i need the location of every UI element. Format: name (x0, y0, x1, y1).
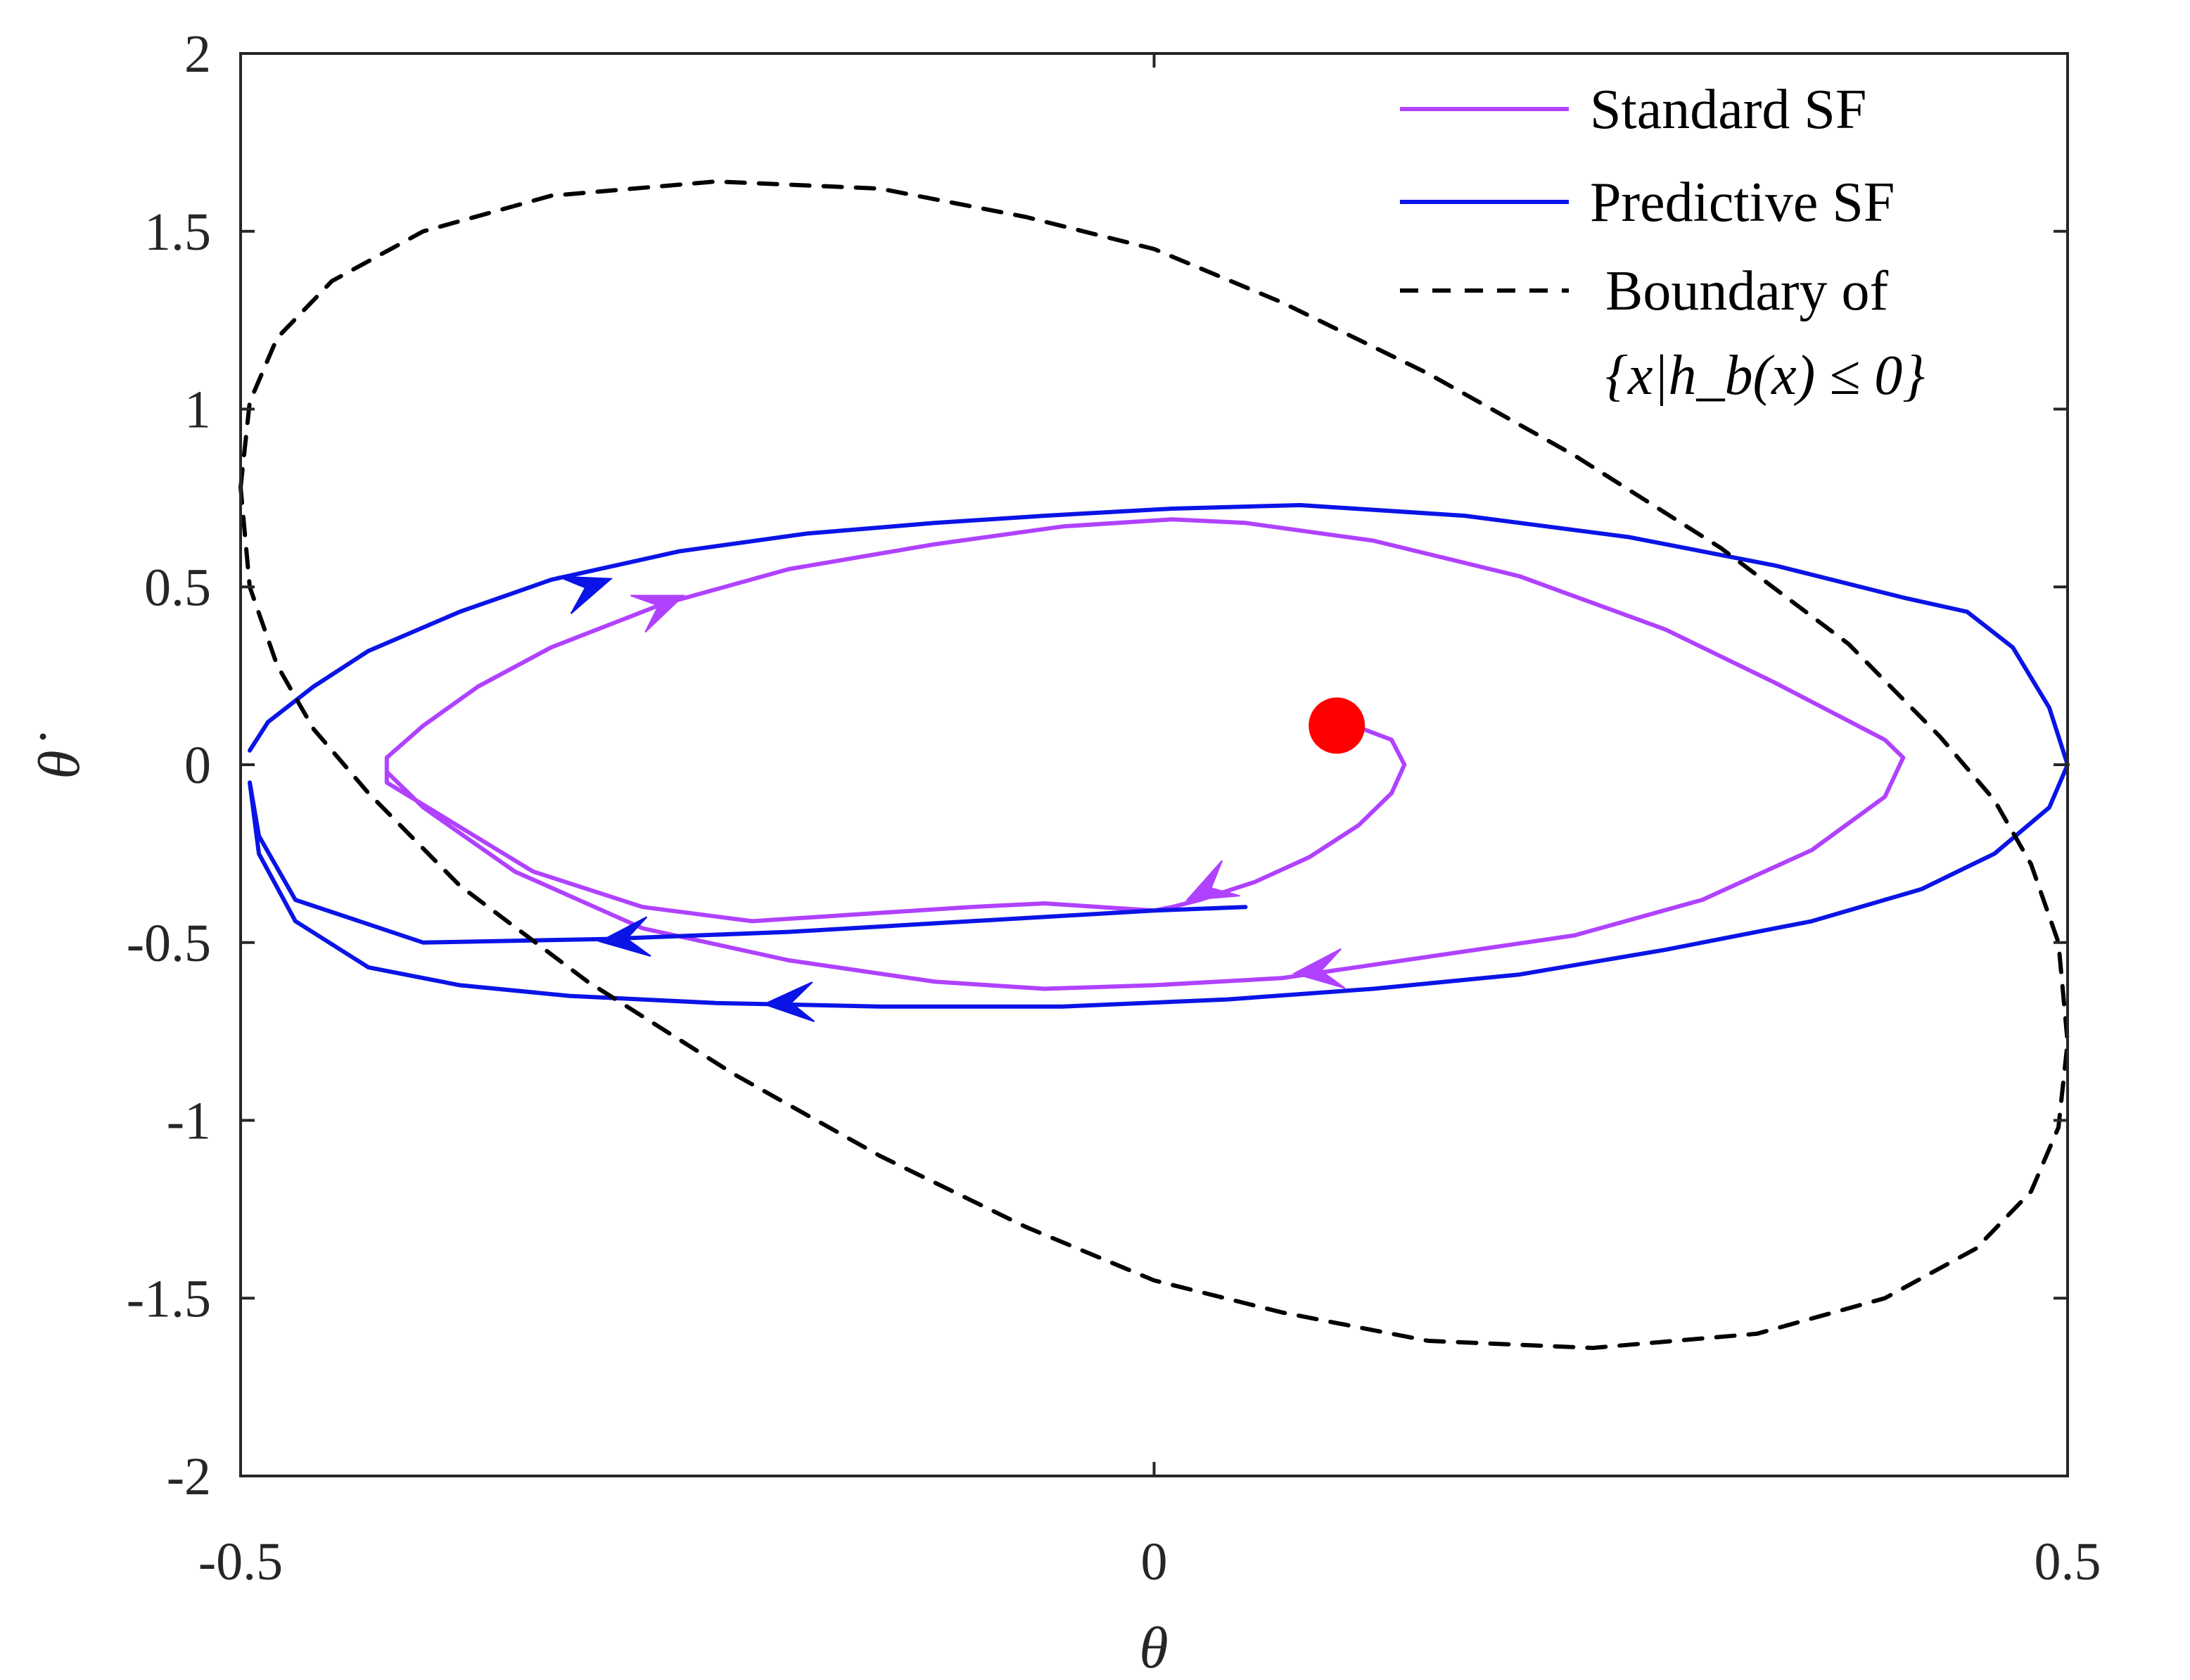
direction-arrow-predictive-sf (762, 981, 815, 1022)
x-tick-label: 0 (1141, 1532, 1168, 1591)
direction-arrow-standard-sf (1292, 948, 1346, 989)
y-tick-label: 1 (184, 381, 211, 440)
y-tick-label: -1 (167, 1092, 211, 1151)
direction-arrow-standard-sf (1185, 860, 1240, 901)
marker-layer (557, 575, 1365, 1022)
y-tick-label: -0.5 (127, 914, 211, 973)
legend-label-boundary-set: {x|h_b(x) ≤ 0} (1605, 345, 1925, 407)
legend: Standard SF Predictive SF Boundary of {x… (1400, 79, 1925, 407)
legend-label-boundary: Boundary of (1605, 260, 1889, 322)
direction-arrow-standard-sf (630, 594, 686, 633)
y-tick-label: -2 (167, 1447, 211, 1506)
direction-arrow-predictive-sf (557, 575, 613, 614)
start-point-marker (1309, 697, 1365, 754)
y-tick-label: 1.5 (144, 203, 211, 262)
x-axis-label: θ (1139, 1615, 1168, 1680)
y-tick-label: -1.5 (127, 1269, 211, 1328)
direction-arrow-predictive-sf (597, 916, 651, 957)
tick-layer: -0.5 0 0.5 2 1.5 1 0.5 0 -0.5 -1 -1.5 -2 (127, 25, 2101, 1591)
legend-label-standard-sf: Standard SF (1590, 79, 1866, 141)
x-tick-label: 0.5 (2035, 1532, 2101, 1591)
legend-label-predictive-sf: Predictive SF (1590, 172, 1895, 234)
y-tick-label: 2 (184, 25, 211, 84)
y-tick-label: 0.5 (144, 558, 211, 617)
y-tick-label: 0 (184, 736, 211, 795)
series-line-boundary-of-x-h-b-x-0 (238, 179, 2070, 1350)
x-tick-label: -0.5 (198, 1532, 283, 1591)
series-line-predictive-sf (248, 503, 2070, 1009)
